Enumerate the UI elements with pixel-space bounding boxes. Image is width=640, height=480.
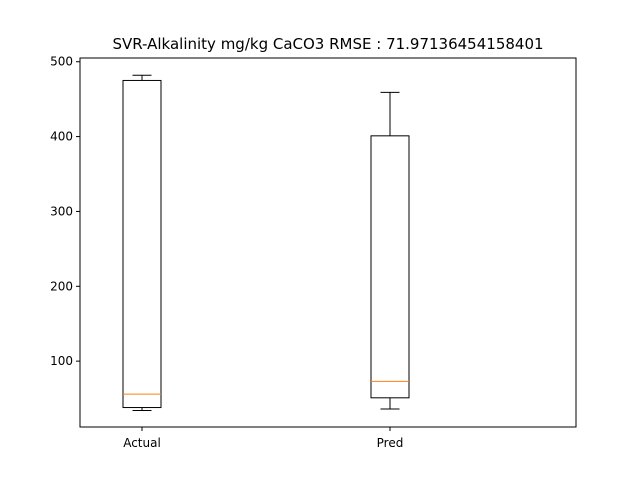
plot-area (79, 57, 577, 428)
boxes (122, 74, 410, 412)
iqr-box (370, 135, 410, 399)
x-tick-label: Actual (123, 436, 161, 450)
y-tick-label: 500 (50, 55, 73, 69)
y-tick-label: 100 (50, 354, 73, 368)
y-axis: 100 200 300 400 500 (50, 55, 80, 368)
iqr-box (122, 79, 162, 409)
y-tick-label: 400 (50, 130, 73, 144)
x-tick-label: Pred (377, 436, 404, 450)
box-actual (122, 74, 162, 412)
chart-title: SVR-Alkalinity mg/kg CaCO3 RMSE : 71.971… (112, 35, 543, 53)
y-tick-label: 300 (50, 204, 73, 218)
y-tick-label: 200 (50, 279, 73, 293)
x-axis: Actual Pred (123, 427, 403, 450)
box-pred (370, 91, 410, 410)
